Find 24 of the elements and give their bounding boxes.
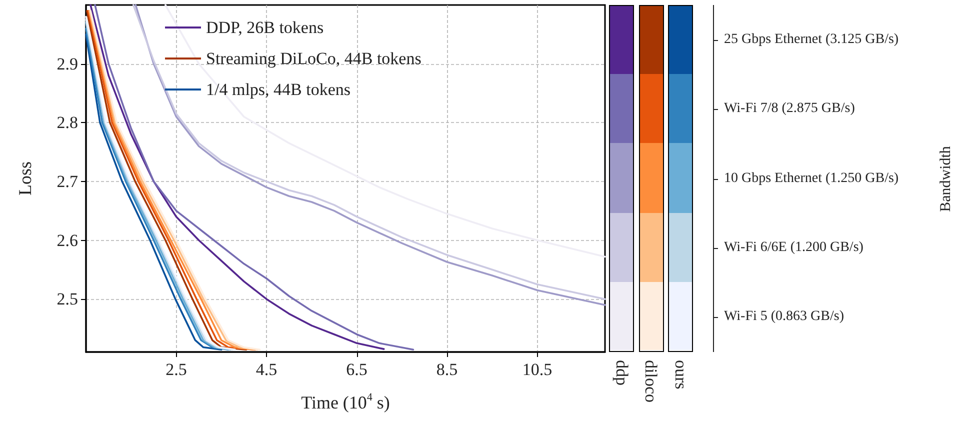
- text: Bandwidth: [938, 146, 954, 212]
- category-label: ours: [671, 360, 690, 390]
- y-tick-label: 2.6: [56, 230, 78, 250]
- y-tick-label: 2.7: [56, 172, 78, 191]
- legend-label: DDP, 26B tokens: [206, 18, 324, 37]
- y-axis-title: Loss: [15, 161, 35, 196]
- y-tick-label: 2.5: [56, 290, 78, 309]
- category-label: Wi-Fi 7/8 (2.875 GB/s): [724, 101, 855, 116]
- y-tick-label: 2.8: [56, 113, 78, 132]
- x-tick-label: 8.5: [436, 360, 458, 379]
- category-label: ddp: [612, 360, 631, 386]
- legend-label: Streaming DiLoCo, 44B tokens: [206, 49, 422, 68]
- line-series: [164, 4, 606, 258]
- category-label: diloco: [642, 360, 660, 402]
- category-label: 25 Gbps Ethernet (3.125 GB/s): [724, 32, 899, 47]
- category-label: Wi-Fi 5 (0.863 GB/s): [724, 309, 844, 324]
- x-tick-label: 4.5: [256, 360, 278, 379]
- category-label: Wi-Fi 6/6E (1.200 GB/s): [724, 240, 864, 255]
- y-tick-label: 2.9: [56, 54, 78, 74]
- legend-label: 1/4 mlps, 44B tokens: [206, 80, 351, 99]
- category-label: 10 Gbps Ethernet (1.250 GB/s): [724, 170, 899, 186]
- x-tick-label: 2.5: [166, 360, 187, 379]
- x-tick-label: 6.5: [346, 360, 368, 379]
- x-tick-label: 10.5: [522, 360, 552, 379]
